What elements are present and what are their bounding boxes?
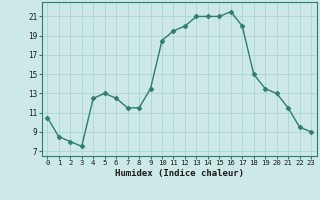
X-axis label: Humidex (Indice chaleur): Humidex (Indice chaleur) xyxy=(115,169,244,178)
